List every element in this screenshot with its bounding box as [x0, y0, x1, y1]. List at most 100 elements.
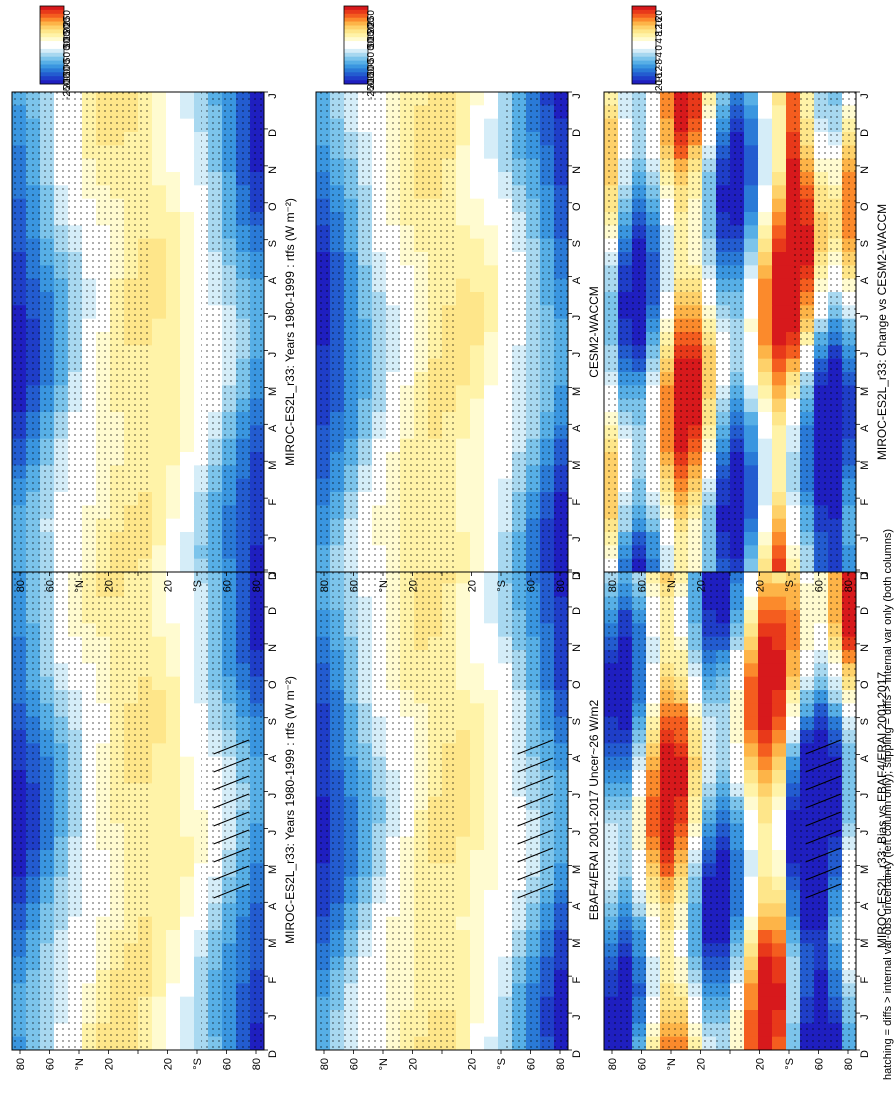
heatmap-cell: [772, 105, 787, 120]
colorbar-label: 12: [654, 24, 665, 36]
heatmap-cell: [166, 318, 181, 333]
time-tick-label: D: [267, 1050, 279, 1058]
heatmap-cell: [772, 690, 787, 704]
heatmap-cell: [470, 185, 485, 200]
heatmap-cell: [152, 238, 167, 253]
colorbar-swatch: [40, 72, 64, 77]
heatmap-cell: [456, 903, 471, 918]
heatmap-cell: [744, 1010, 759, 1024]
stippling: [604, 570, 743, 1050]
heatmap-cell: [152, 916, 167, 931]
heatmap-cell: [758, 863, 773, 878]
heatmap-cell: [484, 412, 499, 426]
heatmap-cell: [484, 278, 499, 293]
heatmap-cell: [758, 292, 773, 306]
heatmap-cell: [758, 118, 773, 133]
lat-tick-label: 80: [319, 580, 331, 592]
lat-tick-label: 80: [843, 1058, 855, 1070]
heatmap-cell: [456, 1036, 471, 1051]
heatmap-cell: [484, 212, 499, 226]
colorbar-swatch: [632, 9, 656, 15]
heatmap-cell: [744, 716, 759, 731]
time-tick-label: S: [267, 718, 279, 725]
hatch-line: [805, 847, 842, 863]
heatmap-cell: [180, 943, 195, 958]
time-tick-label: J: [859, 93, 871, 99]
stippling: [201, 92, 264, 572]
colorbar-label: 0: [366, 45, 377, 51]
heatmap-cell: [180, 783, 195, 798]
hatch-line: [805, 739, 842, 755]
heatmap-cell: [470, 305, 485, 320]
heatmap-cell: [758, 398, 773, 413]
heatmap-cell: [470, 505, 485, 520]
heatmap-cell: [180, 983, 195, 998]
colorbar-label: 8: [654, 31, 665, 37]
heatmap-cell: [166, 252, 181, 266]
heatmap-cell: [470, 663, 485, 678]
heatmap-cell: [180, 278, 195, 293]
hatch-line: [213, 811, 250, 827]
heatmap-cell: [772, 398, 787, 413]
heatmap-cell: [758, 996, 773, 1011]
heatmap-cell: [758, 372, 773, 386]
heatmap-cell: [180, 996, 195, 1011]
lat-tick-label: 80: [251, 1058, 263, 1070]
heatmap-cell: [758, 518, 773, 533]
time-tick-label: N: [571, 166, 583, 174]
heatmap-cell: [758, 558, 773, 573]
heatmap-cell: [744, 663, 759, 678]
time-tick-label: S: [571, 718, 583, 725]
heatmap-cell: [772, 118, 787, 133]
heatmap-cell: [180, 876, 195, 891]
heatmap-cell: [456, 412, 471, 426]
heatmap-cell: [744, 570, 759, 584]
heatmap-cell: [470, 558, 485, 573]
hatch-line: [805, 811, 842, 827]
heatmap-cell: [758, 743, 773, 758]
heatmap-cell: [166, 730, 181, 744]
heatmap-cell: [470, 478, 485, 493]
heatmap-cell: [470, 756, 485, 771]
heatmap-cell: [456, 332, 471, 346]
heatmap-cell: [470, 318, 485, 333]
heatmap-cell: [484, 783, 499, 798]
colorbar-swatch: [40, 21, 64, 26]
heatmap-cell: [456, 305, 471, 320]
heatmap-cell: [744, 292, 759, 306]
hatch-line: [517, 739, 554, 755]
heatmap-cell: [180, 650, 195, 664]
heatmap-cell: [484, 650, 499, 664]
heatmap-cell: [772, 783, 787, 798]
time-tick-label: M: [859, 461, 871, 470]
heatmap-cell: [166, 663, 181, 678]
lat-tick-label: 80: [319, 1058, 331, 1070]
heatmap-cell: [470, 716, 485, 731]
heatmap-cell: [772, 212, 787, 226]
heatmap-cell: [152, 930, 167, 944]
heatmap-cell: [166, 636, 181, 651]
heatmap-cell: [456, 890, 471, 904]
heatmap-cell: [166, 545, 181, 560]
heatmap-cell: [180, 703, 195, 718]
time-tick-label: A: [571, 902, 583, 910]
colorbar-swatch: [632, 72, 656, 77]
heatmap-cell: [484, 492, 499, 506]
heatmap-cell: [484, 305, 499, 320]
heatmap-cell: [470, 425, 485, 440]
heatmap-cell: [772, 492, 787, 506]
heatmap-cell: [758, 943, 773, 958]
heatmap-cell: [456, 810, 471, 824]
heatmap-cell: [772, 225, 787, 240]
heatmap-cell: [166, 703, 181, 718]
heatmap-cell: [484, 265, 499, 280]
heatmap-cell: [758, 876, 773, 891]
colorbar-frame: [631, 5, 657, 85]
heatmap-cell: [772, 425, 787, 440]
stippling: [12, 570, 151, 1050]
time-tick-label: J: [571, 93, 583, 99]
heatmap-cell: [166, 345, 181, 360]
heatmap-cell: [456, 238, 471, 253]
heatmap-cell: [166, 876, 181, 891]
heatmap-cell: [470, 676, 485, 691]
